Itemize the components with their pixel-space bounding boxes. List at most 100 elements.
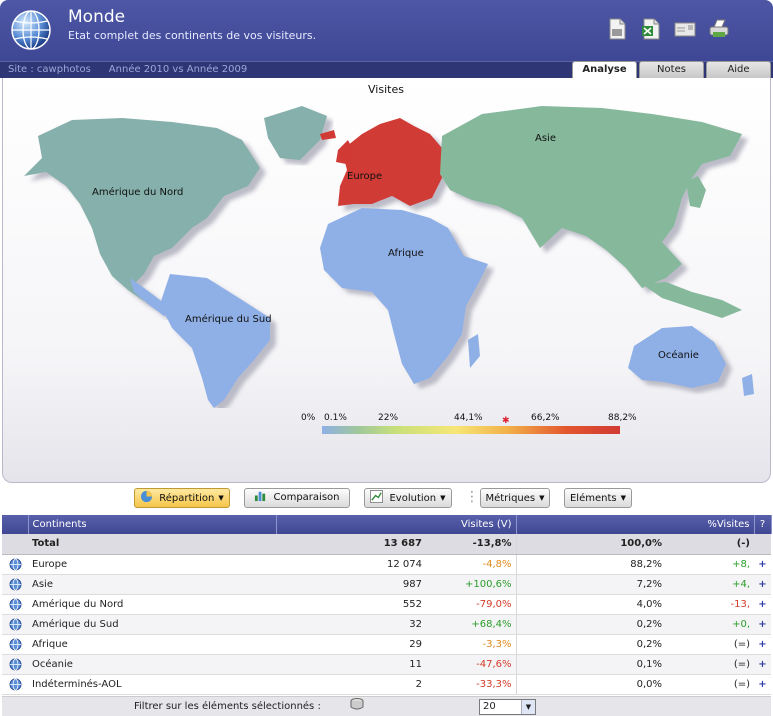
chevron-down-icon: ▼ [521, 700, 535, 714]
row-pct: 88,2% [515, 554, 666, 575]
map-label-oceania: Océanie [658, 350, 699, 361]
table-row[interactable]: Amérique du Sud 32 +68,4% 0,2% +0, + [2, 614, 771, 635]
row-label[interactable]: Afrique [28, 634, 276, 655]
header-visites[interactable]: Visites (V) [276, 515, 517, 534]
row-change: +100,6% [426, 574, 516, 595]
row-label[interactable]: Asie [28, 574, 276, 595]
help-icon[interactable]: ? [754, 515, 772, 534]
bar-chart-icon [255, 491, 266, 502]
filter-icon[interactable] [350, 698, 365, 711]
total-visits: 13 687 [276, 534, 426, 555]
row-pct-change: +4, [666, 574, 754, 595]
row-change: -3,3% [426, 634, 516, 655]
expand-row-icon[interactable]: + [754, 674, 771, 695]
view-tabs: Analyse Notes Aide [572, 61, 771, 78]
tab-notes[interactable]: Notes [639, 61, 704, 78]
map-region-madagascar[interactable] [468, 334, 480, 368]
row-pct: 7,2% [515, 574, 666, 595]
evolution-label: Evolution [389, 493, 437, 504]
table-row[interactable]: Amérique du Nord 552 -79,0% 4,0% -13, + [2, 594, 771, 615]
metriques-button[interactable]: Métriques ▼ [480, 488, 550, 508]
row-icon-cell [2, 554, 28, 575]
elements-button[interactable]: Eléments ▼ [564, 488, 632, 508]
map-region-new-zealand[interactable] [742, 374, 754, 396]
map-label-north-america: Amérique du Nord [92, 187, 184, 198]
row-visits: 11 [276, 654, 426, 675]
filter-label: Filtrer sur les éléments sélectionnés : [134, 701, 321, 712]
row-visits: 2 [276, 674, 426, 695]
continents-table: Continents Visites (V) %Visites ? Total … [2, 515, 772, 695]
map-region-iceland[interactable] [320, 130, 336, 140]
legend-color-scale [322, 426, 620, 434]
map-label-europe: Europe [347, 171, 383, 182]
globe-icon [9, 558, 21, 570]
map-region-europe[interactable] [338, 118, 442, 206]
globe-icon [9, 578, 21, 590]
row-change: +68,4% [426, 614, 516, 635]
header-pct-visites[interactable]: %Visites [516, 515, 755, 534]
row-label[interactable]: Indéterminés-AOL [28, 674, 276, 695]
header-continents[interactable]: Continents [28, 515, 277, 534]
globe-icon [9, 638, 21, 650]
email-icon[interactable] [673, 17, 697, 41]
map-region-south-america[interactable] [160, 274, 270, 408]
world-map [24, 106, 754, 408]
tab-analyse[interactable]: Analyse [572, 61, 637, 78]
expand-row-icon[interactable]: + [754, 634, 771, 655]
expand-row-icon[interactable]: + [754, 554, 771, 575]
row-label[interactable]: Europe [28, 554, 276, 575]
row-change: -4,8% [426, 554, 516, 575]
row-pct-change: +0, [666, 614, 754, 635]
header-icon-cell [2, 515, 29, 534]
table-header-row: Continents Visites (V) %Visites ? [2, 515, 772, 534]
table-row[interactable]: Indéterminés-AOL 2 -33,3% 0,0% (=) + [2, 674, 771, 695]
total-change: -13,8% [426, 534, 516, 555]
table-row[interactable]: Europe 12 074 -4,8% 88,2% +8, + [2, 554, 771, 575]
row-visits: 12 074 [276, 554, 426, 575]
globe-icon [9, 678, 21, 690]
tab-aide[interactable]: Aide [706, 61, 771, 78]
map-region-africa[interactable] [320, 208, 488, 384]
row-pct-change: (=) [666, 674, 754, 695]
map-region-japan[interactable] [686, 176, 706, 208]
pdf-export-icon[interactable] [605, 17, 629, 41]
map-region-oceania[interactable] [628, 326, 726, 388]
evolution-button[interactable]: Evolution ▼ [364, 488, 452, 508]
row-visits: 32 [276, 614, 426, 635]
map-region-uk[interactable] [336, 140, 354, 164]
total-label: Total [28, 534, 276, 555]
row-pct-change: +8, [666, 554, 754, 575]
table-row[interactable]: Océanie 11 -47,6% 0,1% (=) + [2, 654, 771, 675]
legend-label-3: 44,1% [454, 413, 483, 423]
map-region-north-america[interactable] [24, 118, 260, 304]
row-icon-cell [2, 674, 28, 695]
row-label[interactable]: Amérique du Sud [28, 614, 276, 635]
globe-icon [9, 618, 21, 630]
map-label-asia: Asie [535, 133, 556, 144]
expand-row-icon[interactable]: + [754, 654, 771, 675]
map-region-asia[interactable] [440, 106, 742, 288]
repartition-button[interactable]: Répartition ▼ [134, 488, 230, 508]
total-pct: 100,0% [515, 534, 666, 555]
table-row[interactable]: Asie 987 +100,6% 7,2% +4, + [2, 574, 771, 595]
legend-label-5: 88,2% [608, 413, 637, 423]
total-action-cell [754, 534, 771, 555]
expand-row-icon[interactable]: + [754, 614, 771, 635]
expand-row-icon[interactable]: + [754, 594, 771, 615]
table-footer: Filtrer sur les éléments sélectionnés : … [2, 696, 771, 716]
row-icon-cell [2, 574, 28, 595]
legend-marker-icon: ✱ [502, 416, 510, 426]
table-row[interactable]: Afrique 29 -3,3% 0,2% (=) + [2, 634, 771, 655]
chevron-down-icon: ▼ [440, 494, 446, 502]
map-region-greenland[interactable] [264, 106, 327, 160]
expand-row-icon[interactable]: + [754, 574, 771, 595]
row-change: -79,0% [426, 594, 516, 615]
excel-export-icon[interactable] [639, 17, 663, 41]
map-region-southeast-asia[interactable] [642, 282, 742, 318]
row-visits: 552 [276, 594, 426, 615]
comparaison-button[interactable]: Comparaison [244, 488, 350, 508]
print-icon[interactable] [707, 17, 731, 41]
row-label[interactable]: Amérique du Nord [28, 594, 276, 615]
page-size-select[interactable]: 20 ▼ [479, 699, 536, 715]
row-label[interactable]: Océanie [28, 654, 276, 675]
